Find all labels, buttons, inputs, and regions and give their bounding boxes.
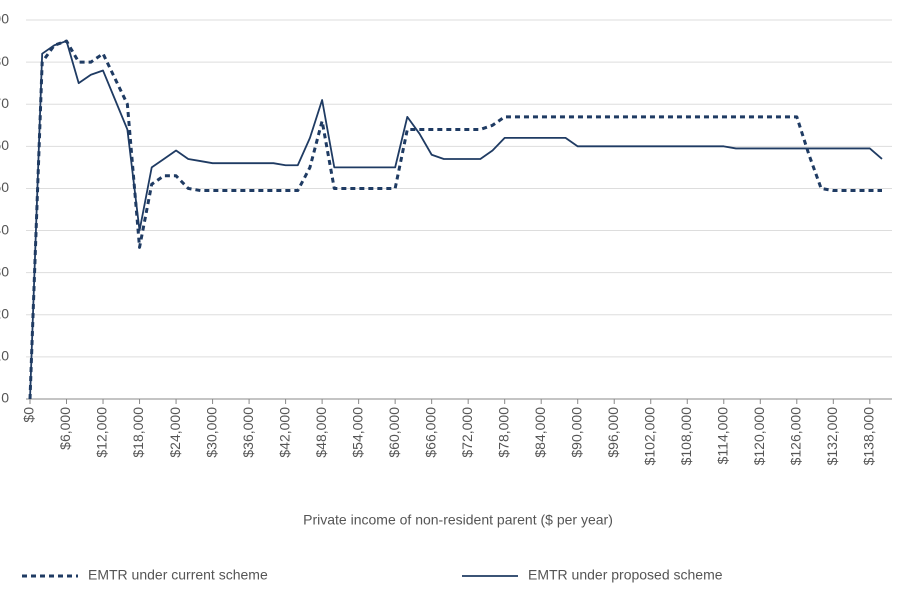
y-tick-label: 0 [1, 390, 9, 406]
x-tick-label: $96,000 [605, 407, 621, 458]
x-tick-label: $108,000 [678, 407, 694, 466]
y-tick-label: 20 [0, 305, 9, 321]
x-tick-label: $24,000 [167, 407, 183, 458]
x-tick-label: $102,000 [641, 407, 657, 466]
x-tick-label: $54,000 [349, 407, 365, 458]
y-tick-label: 40 [0, 221, 9, 237]
x-tick-label: $42,000 [276, 407, 292, 458]
x-tick-label: $48,000 [313, 407, 329, 458]
x-tick-label: $126,000 [788, 407, 804, 466]
x-tick-label: $78,000 [495, 407, 511, 458]
x-tick-label: $138,000 [861, 407, 877, 466]
y-tick-label: 10 [0, 348, 9, 364]
x-tick-label: $84,000 [532, 407, 548, 458]
x-axis-title: Private income of non-resident parent ($… [303, 512, 613, 528]
x-tick-label: $114,000 [714, 407, 730, 465]
x-tick-label: $0 [21, 407, 37, 423]
series-line [28, 39, 882, 400]
x-tick-label: $12,000 [94, 407, 110, 458]
x-tick-label: $18,000 [130, 407, 146, 458]
x-tick-label: $6,000 [57, 407, 73, 450]
series-line [29, 40, 883, 400]
x-tick-label: $66,000 [422, 407, 438, 458]
x-tick-label: $120,000 [751, 407, 767, 466]
x-tick-label: $90,000 [568, 407, 584, 458]
y-tick-label: 30 [0, 263, 9, 279]
y-tick-label: 90 [0, 11, 9, 27]
x-tick-label: $60,000 [386, 407, 402, 458]
y-tick-label: 70 [0, 95, 9, 111]
legend-label: EMTR under current scheme [88, 567, 268, 583]
y-tick-label: 80 [0, 53, 9, 69]
y-tick-label: 50 [0, 179, 9, 195]
y-tick-label: 60 [0, 137, 9, 153]
x-tick-label: $36,000 [240, 407, 256, 458]
x-tick-label: $30,000 [203, 407, 219, 458]
x-tick-label: $72,000 [459, 407, 475, 458]
legend-label: EMTR under proposed scheme [528, 567, 723, 583]
x-tick-label: $132,000 [824, 407, 840, 466]
